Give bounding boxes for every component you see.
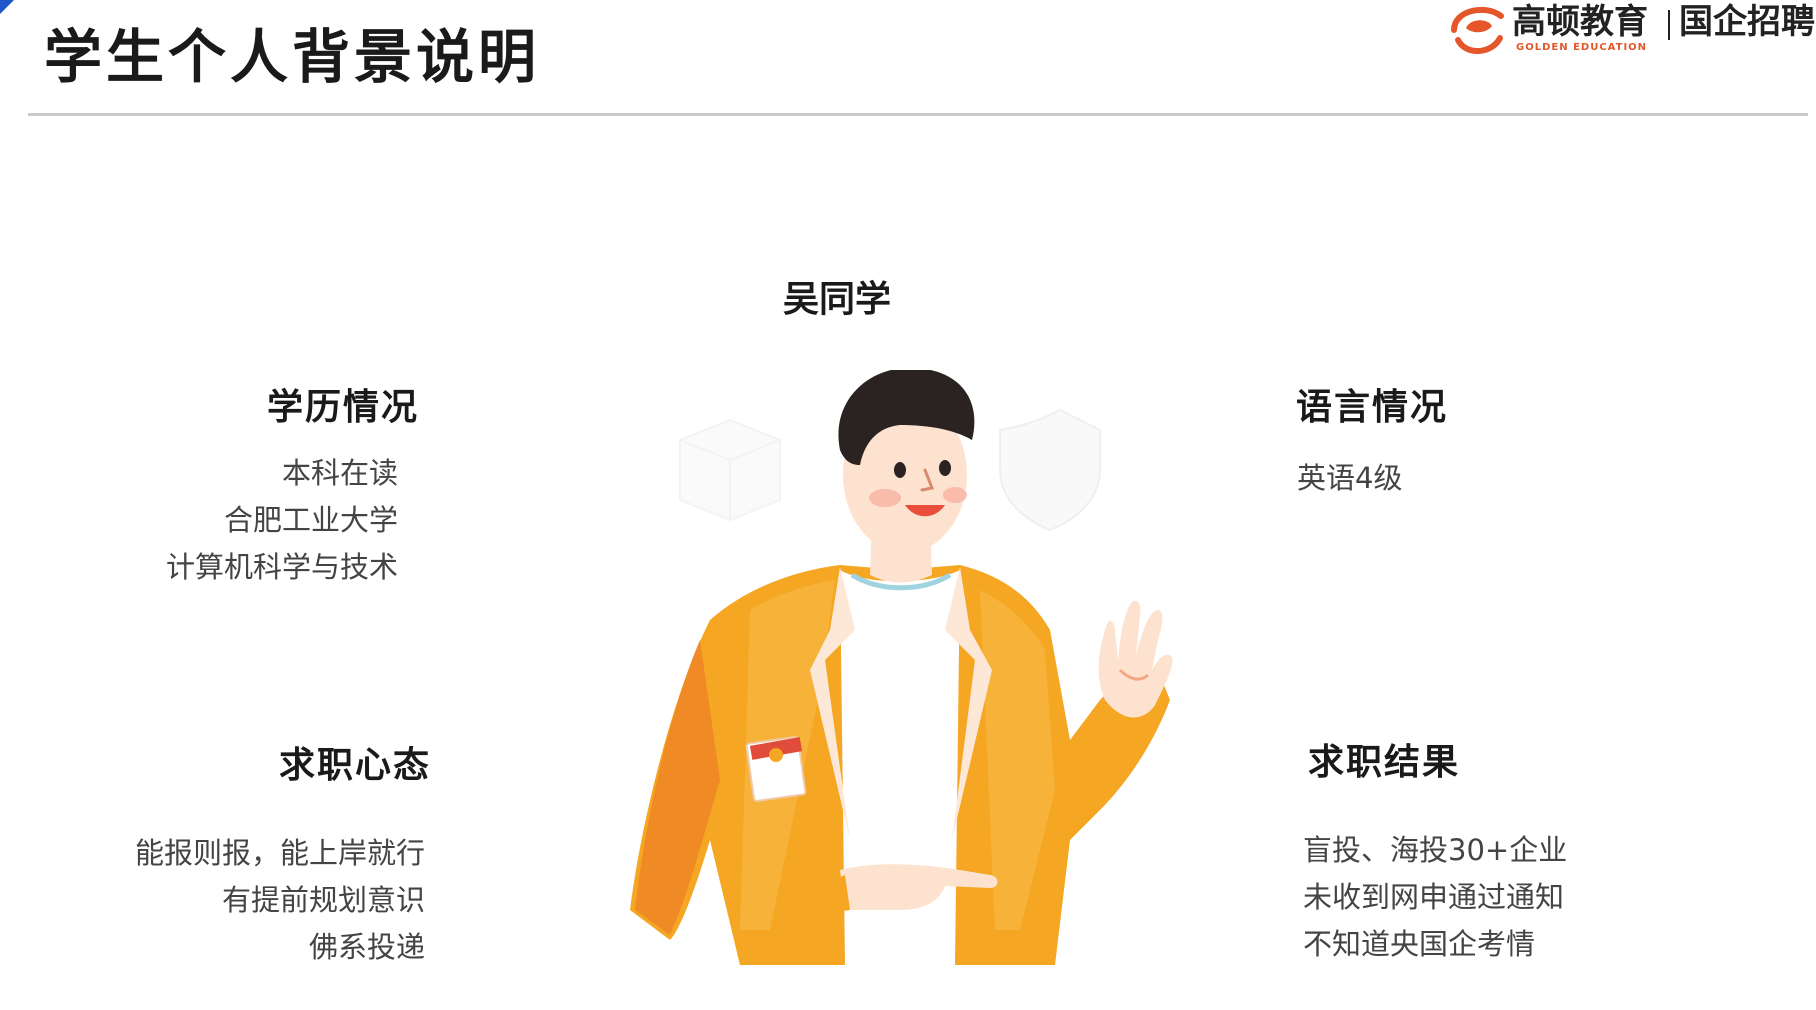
result-line: 未收到网申通过通知 (1303, 880, 1565, 914)
brand-divider (1668, 10, 1670, 40)
section-title-result: 求职结果 (1308, 742, 1461, 783)
section-language-lines: 英语4级 (1297, 455, 1402, 502)
mindset-line: 能报则报，能上岸就行 (134, 836, 425, 870)
section-result-lines: 盲投、海投30+企业 未收到网申通过通知 不知道央国企考情 (1303, 827, 1567, 968)
brand-name-en: GOLDEN EDUCATION (1516, 42, 1648, 53)
education-line: 合肥工业大学 (223, 503, 398, 537)
education-line: 本科在读 (281, 456, 398, 490)
section-mindset-lines: 能报则报，能上岸就行 有提前规划意识 佛系投递 (135, 830, 425, 971)
header-divider (28, 113, 1808, 116)
brand-name: 高顿教育 (1512, 2, 1648, 42)
brand-logo-block: 高顿教育 GOLDEN EDUCATION 国企招聘 (1446, 0, 1816, 60)
background-box-icon (679, 418, 781, 522)
section-title-mindset: 求职心态 (279, 745, 432, 786)
background-shield-icon (999, 408, 1101, 532)
language-line: 英语4级 (1297, 461, 1403, 495)
education-line: 计算机科学与技术 (165, 550, 398, 584)
page-title: 学生个人背景说明 (44, 23, 541, 91)
section-title-language: 语言情况 (1296, 387, 1449, 428)
section-education-lines: 本科在读 合肥工业大学 计算机科学与技术 (166, 450, 398, 591)
brand-tag: 国企招聘 (1679, 2, 1815, 42)
cartoon-student-waving-icon (630, 370, 1173, 965)
golden-education-logo-icon (1451, 6, 1504, 54)
corner-accent (0, 0, 14, 14)
mindset-line: 有提前规划意识 (221, 883, 425, 917)
section-title-education: 学历情况 (267, 387, 420, 428)
student-name: 吴同学 (783, 279, 892, 320)
result-line: 不知道央国企考情 (1303, 927, 1536, 961)
result-line: 盲投、海投30+企业 (1303, 833, 1568, 867)
mindset-line: 佛系投递 (308, 930, 425, 964)
